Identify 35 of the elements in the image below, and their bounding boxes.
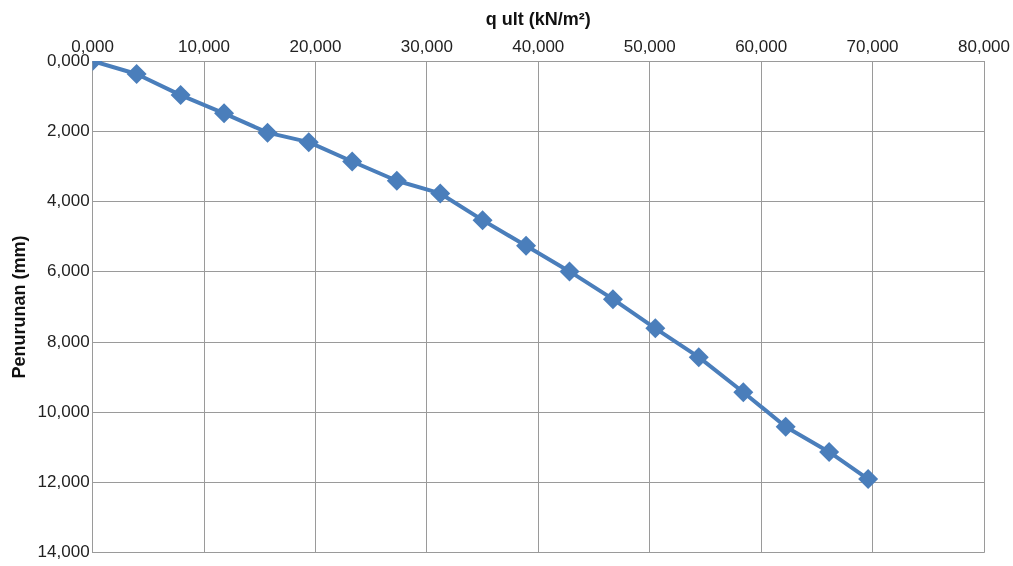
point — [298, 132, 319, 153]
y-tick-label: 12,000 — [37, 472, 90, 492]
y-tick-label: 14,000 — [37, 542, 90, 562]
y-tick-label: 4,000 — [47, 191, 90, 211]
y-tick-label: 10,000 — [37, 401, 90, 421]
y-tick-label: 2,000 — [47, 120, 90, 140]
point — [126, 64, 147, 84]
point — [688, 347, 709, 368]
point — [645, 318, 666, 339]
point — [516, 235, 537, 256]
x-tick-label: 60,000 — [735, 37, 788, 57]
x-tick-label: 80,000 — [958, 37, 1010, 57]
point — [733, 382, 754, 403]
x-tick-label: 40,000 — [512, 37, 565, 57]
y-axis-title: Penurunan (mm) — [8, 235, 29, 379]
point — [472, 210, 493, 231]
x-tick-label: 10,000 — [178, 37, 231, 57]
point — [559, 261, 580, 282]
x-tick-label: 20,000 — [289, 37, 342, 57]
point — [819, 441, 840, 462]
x-axis-title: q ult (kN/m²) — [485, 8, 591, 29]
point — [602, 289, 623, 310]
y-tick-label: 6,000 — [47, 261, 90, 281]
point — [858, 469, 879, 490]
point — [430, 183, 451, 204]
point — [386, 170, 407, 191]
point — [775, 416, 796, 437]
point — [170, 85, 191, 106]
x-tick-label: 30,000 — [400, 37, 453, 57]
y-tick-label: 8,000 — [47, 331, 90, 351]
point — [342, 151, 363, 172]
x-tick-label: 50,000 — [623, 37, 676, 57]
point — [257, 122, 278, 143]
x-tick-label: 70,000 — [846, 37, 899, 57]
point — [214, 103, 235, 124]
